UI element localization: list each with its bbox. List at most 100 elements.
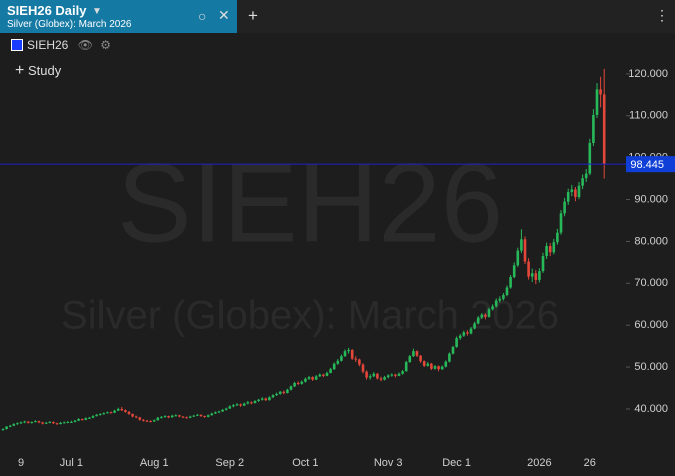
candle-body bbox=[160, 416, 163, 418]
candle-body bbox=[142, 419, 145, 421]
candle-body bbox=[466, 332, 469, 334]
y-tick-label: 80.000 bbox=[634, 235, 668, 247]
candle-body bbox=[264, 398, 268, 401]
x-tick-label: Oct 1 bbox=[292, 457, 318, 469]
header-bar: SIEH26 Daily ▼ Silver (Globex): March 20… bbox=[0, 0, 675, 33]
tab-subtitle: Silver (Globex): March 2026 bbox=[7, 19, 132, 30]
y-tick-label: 110.000 bbox=[629, 110, 668, 122]
candle-body bbox=[145, 420, 149, 422]
candle-body bbox=[221, 409, 224, 412]
candle-body bbox=[152, 420, 156, 422]
candle-body bbox=[383, 377, 386, 380]
candle-body bbox=[570, 189, 574, 192]
study-label: Study bbox=[27, 63, 62, 78]
candle-body bbox=[73, 420, 77, 422]
candle-body bbox=[116, 408, 120, 411]
candle-body bbox=[347, 349, 350, 352]
candle-body bbox=[62, 422, 66, 424]
candle-body bbox=[509, 277, 512, 288]
legend-swatch bbox=[11, 39, 23, 51]
candle-body bbox=[541, 256, 545, 272]
candle-body bbox=[52, 421, 55, 424]
candle-body bbox=[340, 356, 343, 361]
candle-body bbox=[185, 417, 188, 419]
candle-body bbox=[257, 399, 260, 401]
add-study[interactable]: + Study bbox=[15, 62, 61, 80]
candle-body bbox=[365, 371, 368, 378]
candle-body bbox=[275, 393, 278, 396]
candle-body bbox=[332, 363, 336, 370]
candle-body bbox=[109, 412, 113, 414]
legend-label: SIEH26 bbox=[27, 38, 69, 52]
candle-body bbox=[534, 273, 538, 280]
candle-body bbox=[516, 250, 520, 266]
tab-sync-icon[interactable]: ○ bbox=[198, 8, 207, 24]
candle-body bbox=[602, 94, 606, 165]
last-price-tag-bg bbox=[626, 156, 675, 173]
candle-body bbox=[286, 389, 289, 394]
visibility-icon[interactable]: 👁 bbox=[77, 38, 93, 52]
candle-body bbox=[253, 400, 257, 404]
candle-body bbox=[376, 373, 379, 379]
tab-close[interactable]: ✕ bbox=[218, 7, 230, 23]
candle-body bbox=[210, 413, 214, 416]
candle-body bbox=[37, 421, 41, 423]
tab-dropdown[interactable]: ▼ bbox=[92, 6, 102, 17]
candle-body bbox=[408, 356, 412, 363]
candle-body bbox=[296, 382, 300, 384]
candle-body bbox=[214, 412, 217, 414]
candle-body bbox=[581, 178, 584, 186]
x-tick-label: Nov 3 bbox=[374, 457, 403, 469]
candle-body bbox=[8, 425, 12, 427]
candle-body bbox=[498, 298, 502, 301]
candle-body bbox=[95, 414, 98, 417]
candle-body bbox=[77, 419, 80, 421]
candle-body bbox=[199, 414, 203, 417]
candle-body bbox=[235, 404, 239, 406]
candle-body bbox=[88, 417, 91, 419]
candle-body bbox=[545, 246, 548, 257]
candle-body bbox=[354, 358, 358, 360]
candle-body bbox=[174, 415, 178, 417]
candle-body bbox=[48, 421, 52, 423]
candle-body bbox=[318, 374, 322, 377]
candle-body bbox=[23, 421, 26, 423]
candle-body bbox=[599, 89, 602, 95]
candle-body bbox=[523, 239, 527, 262]
new-tab[interactable]: + bbox=[248, 6, 258, 25]
candle-body bbox=[66, 421, 70, 423]
candle-body bbox=[12, 424, 16, 426]
candle-body bbox=[401, 371, 404, 374]
candle-body bbox=[433, 366, 437, 369]
candle-body bbox=[394, 374, 397, 376]
candle-body bbox=[419, 355, 422, 362]
candle-body bbox=[494, 300, 498, 307]
chart-tab[interactable]: SIEH26 Daily ▼ Silver (Globex): March 20… bbox=[0, 0, 237, 33]
candle-body bbox=[358, 359, 361, 365]
candle-body bbox=[239, 404, 242, 406]
y-tick-label: 40.000 bbox=[634, 403, 668, 415]
candle-body bbox=[368, 376, 372, 378]
candle-body bbox=[282, 391, 286, 394]
candle-body bbox=[426, 363, 430, 366]
menu[interactable]: ⋮ bbox=[655, 7, 669, 23]
candle-body bbox=[311, 377, 314, 380]
candle-body bbox=[574, 189, 577, 198]
candle-body bbox=[102, 413, 106, 415]
legend[interactable]: SIEH26 👁 ⚙ bbox=[11, 38, 111, 52]
candle-body bbox=[556, 232, 559, 243]
candle-body bbox=[167, 416, 170, 418]
tab-title: SIEH26 Daily bbox=[7, 3, 87, 18]
candle-body bbox=[131, 413, 134, 417]
candle-body bbox=[343, 351, 347, 357]
candle-body bbox=[59, 422, 62, 425]
candle-body bbox=[156, 417, 160, 421]
candle-body bbox=[530, 273, 534, 277]
candle-body bbox=[5, 426, 8, 430]
settings-icon[interactable]: ⚙ bbox=[100, 38, 112, 52]
candle-body bbox=[512, 265, 516, 278]
x-tick-label: 9 bbox=[18, 457, 24, 469]
